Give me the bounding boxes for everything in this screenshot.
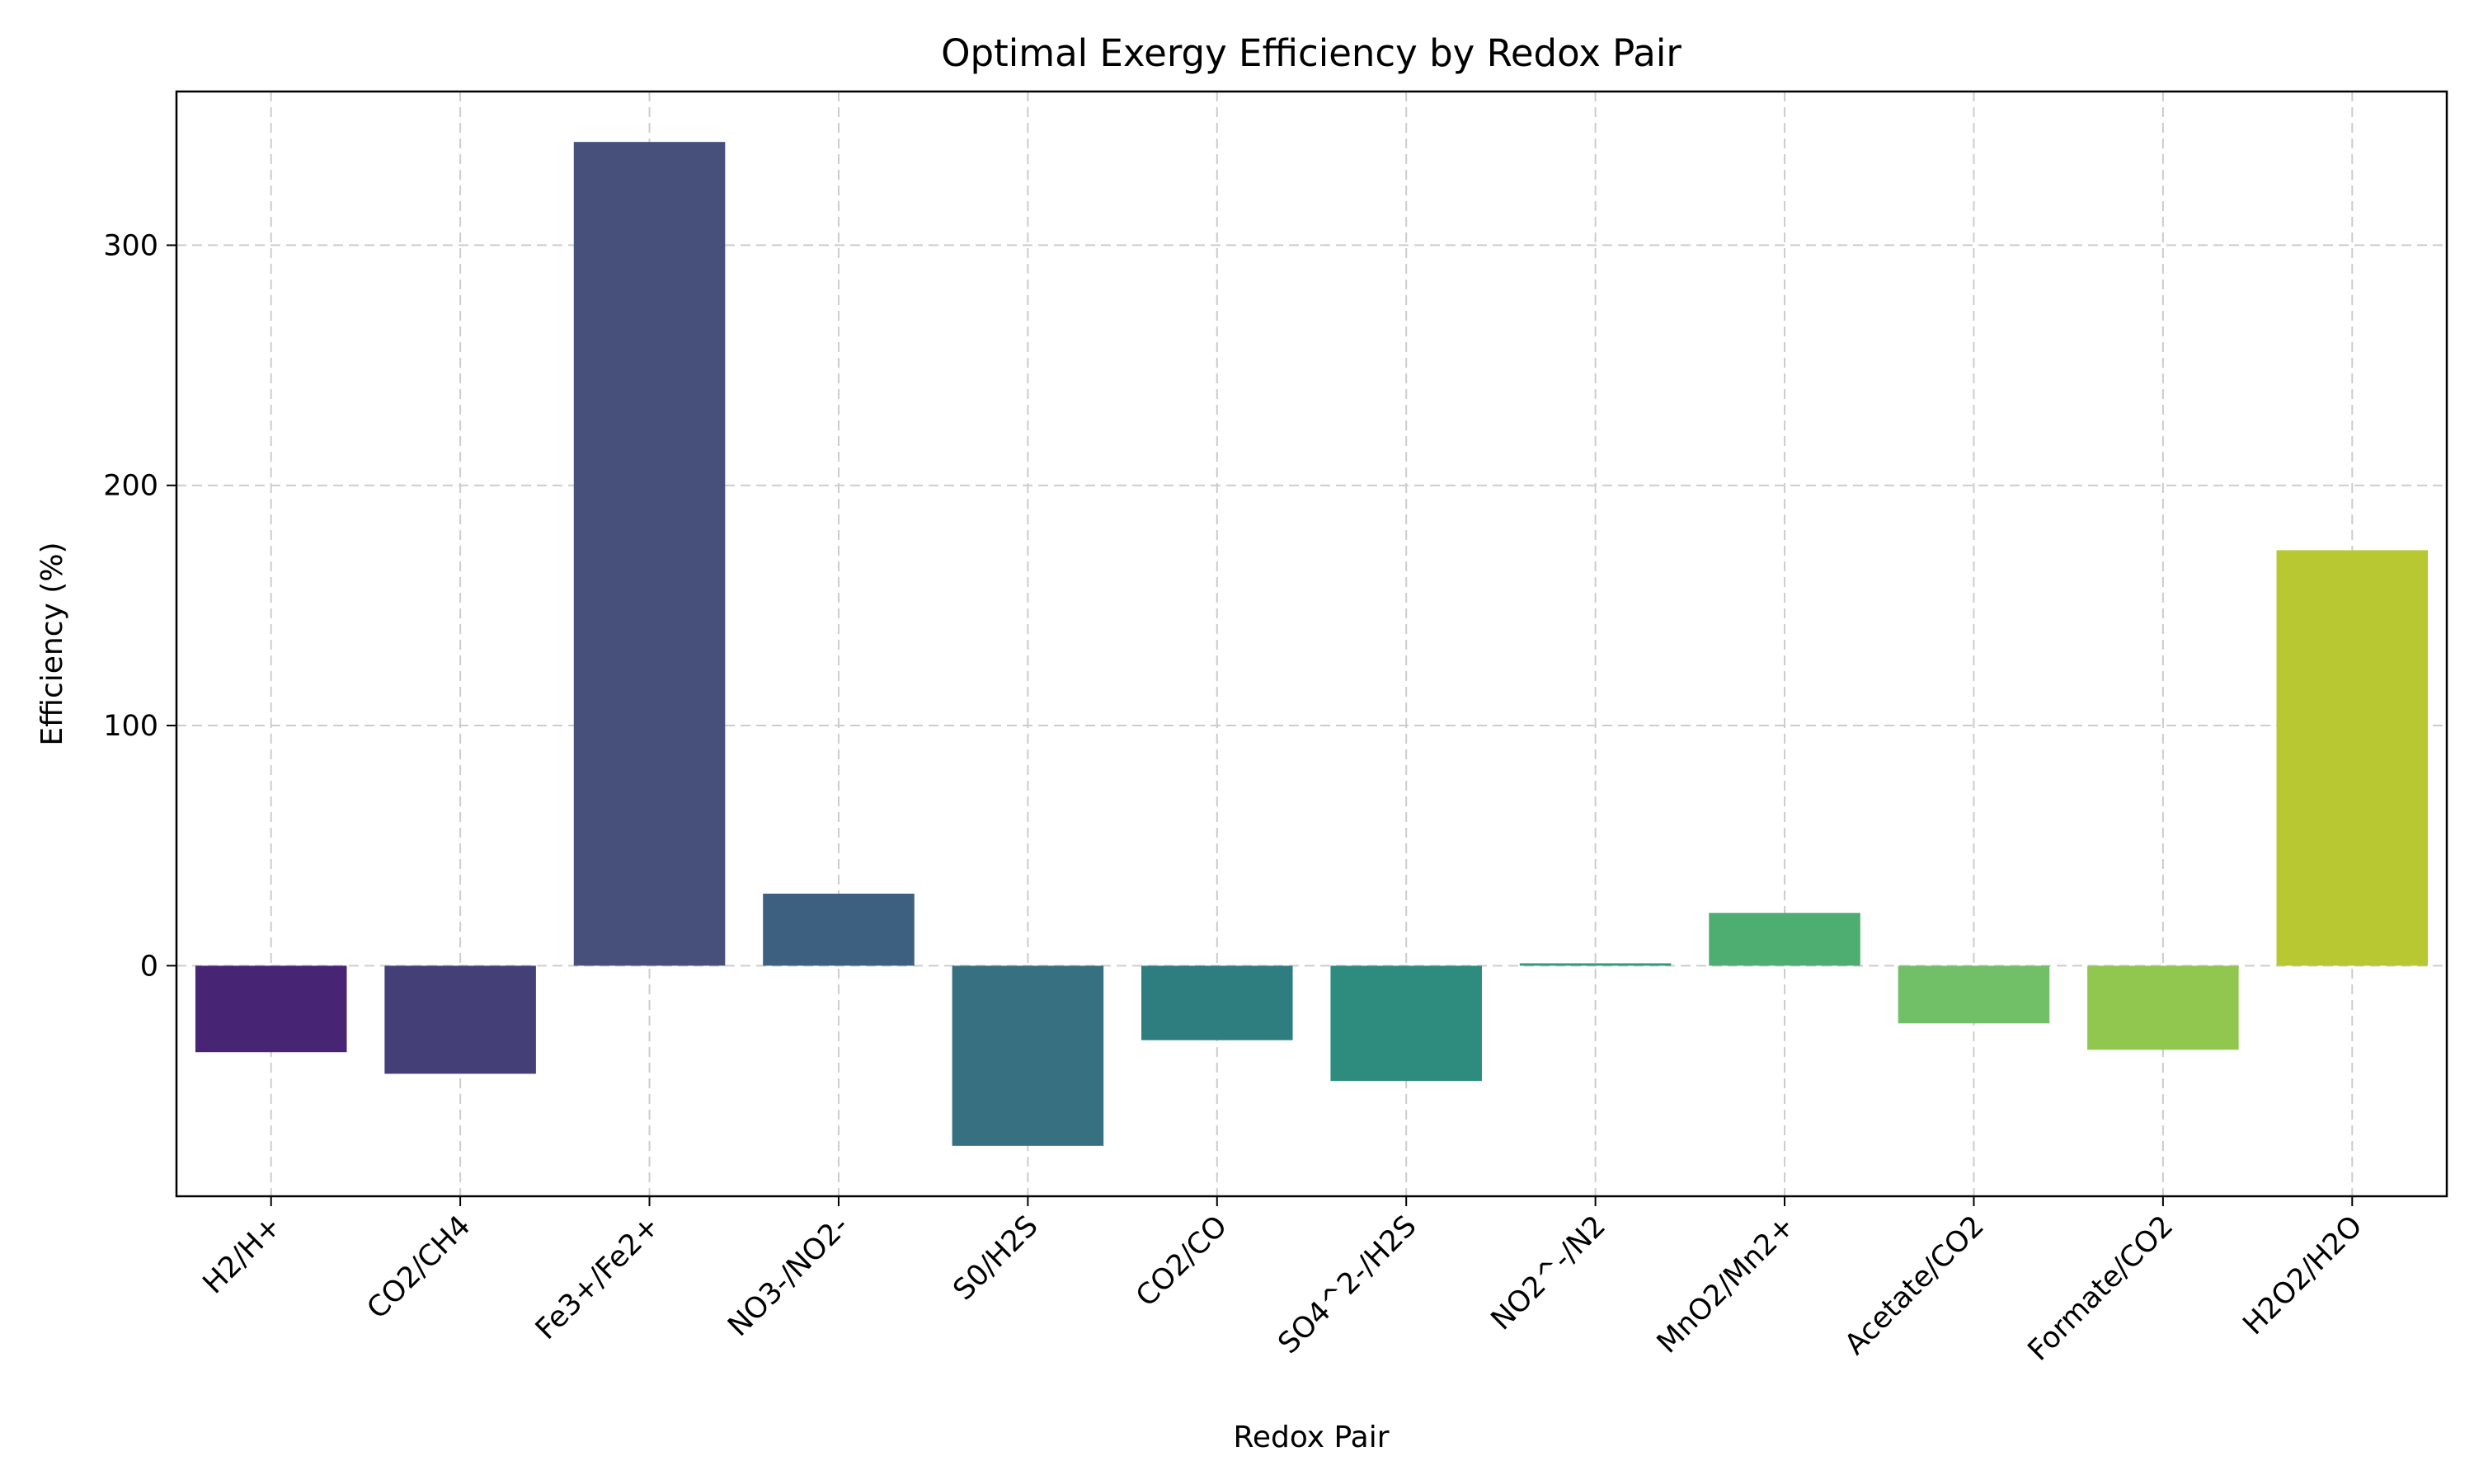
bar-acetate-co2	[1898, 965, 2050, 1024]
grid-layer	[176, 92, 2447, 1196]
bar-formate-co2	[2087, 965, 2239, 1050]
bar-no3-no2-	[763, 893, 915, 966]
x-axis-label: Redox Pair	[1233, 1421, 1389, 1454]
bars-layer	[195, 142, 2429, 1146]
bar-co2-ch4	[384, 965, 536, 1074]
plot-frame	[175, 90, 2448, 1198]
bar-co2-co	[1141, 965, 1293, 1040]
y-tick-label: 200	[103, 470, 158, 503]
y-tick-label: 100	[103, 710, 158, 743]
bar-h2-h-	[195, 965, 347, 1053]
y-axis-label: Efficiency (%)	[35, 542, 69, 745]
bar-no2-n2	[1519, 963, 1672, 966]
chart-title: Optimal Exergy Efficiency by Redox Pair	[941, 31, 1681, 75]
bar-so4-2-h2s	[1330, 965, 1482, 1082]
bar-h2o2-h2o	[2276, 550, 2429, 966]
y-tick-label: 300	[103, 229, 158, 262]
y-tick-label: 0	[140, 950, 158, 983]
bar-s0-h2s	[952, 965, 1104, 1146]
bar-fe3-fe2-	[573, 142, 726, 966]
bar-mno2-mn2-	[1709, 913, 1860, 966]
